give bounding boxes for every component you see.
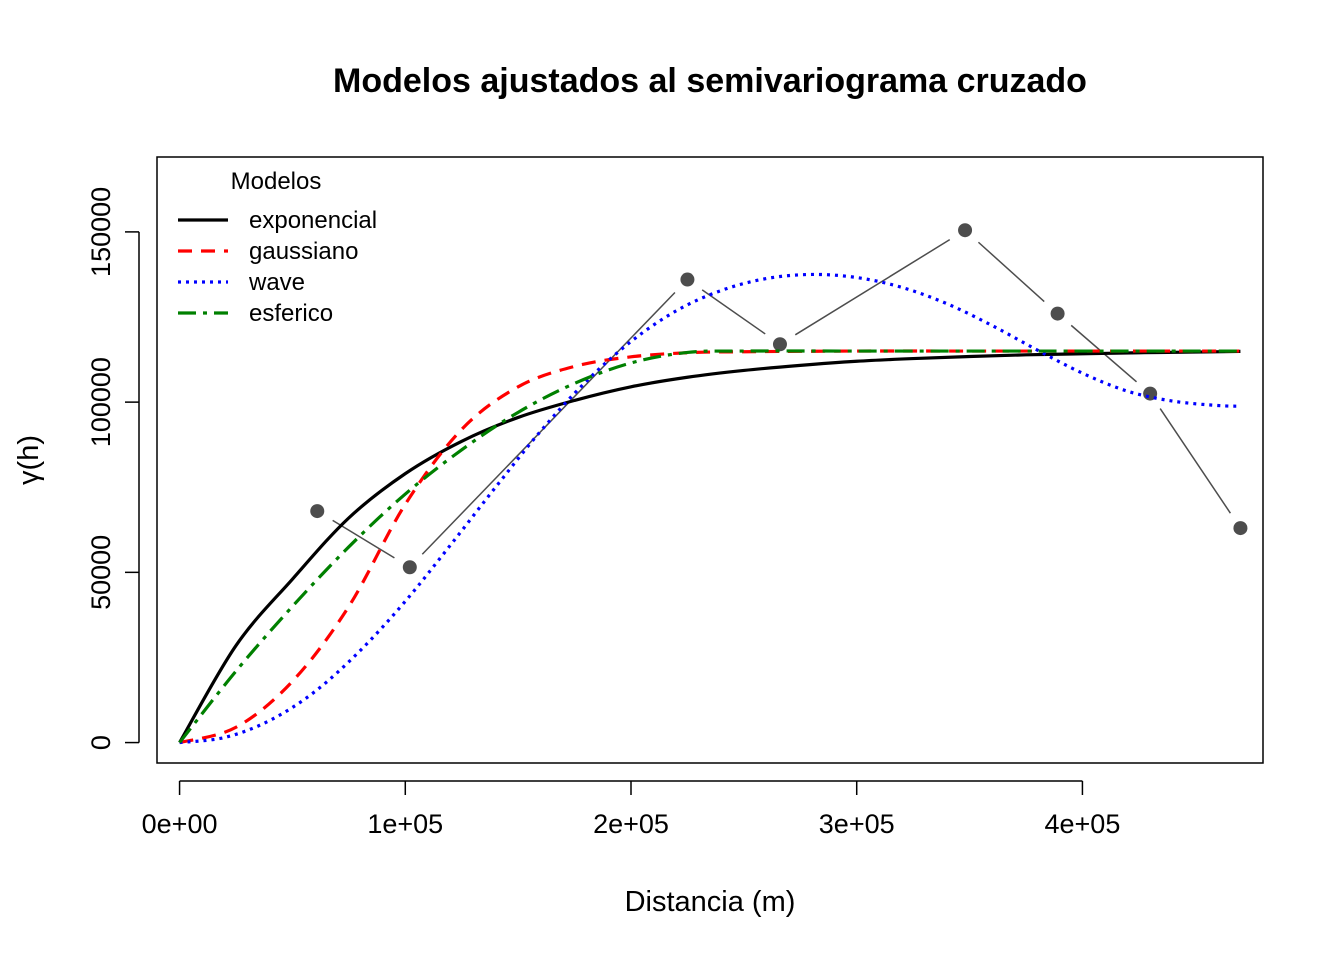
legend-label-esferico: esferico bbox=[249, 300, 333, 327]
y-axis: 0 50000 100000 150000 bbox=[86, 187, 140, 750]
empirical-segment bbox=[421, 291, 676, 555]
legend: Modelos exponencial gaussiano wave esferico bbox=[178, 168, 377, 327]
empirical-point bbox=[772, 337, 787, 352]
empirical-point bbox=[680, 272, 695, 287]
empirical-point bbox=[1233, 521, 1248, 536]
empirical-point bbox=[1050, 306, 1065, 321]
series-line-exponencial bbox=[178, 349, 1241, 744]
x-tick-label: 2e+05 bbox=[593, 809, 669, 839]
x-axis-label: Distancia (m) bbox=[625, 886, 796, 918]
series-layer bbox=[178, 272, 1241, 745]
x-tick-label: 3e+05 bbox=[819, 809, 895, 839]
legend-label-gaussiano: gaussiano bbox=[249, 238, 358, 265]
y-axis-label: γ(h) bbox=[13, 435, 45, 485]
plot-area bbox=[156, 156, 1264, 764]
empirical-point bbox=[402, 560, 417, 575]
legend-title: Modelos bbox=[231, 168, 322, 195]
empirical-segment bbox=[794, 239, 951, 336]
empirical-point bbox=[310, 504, 325, 519]
empirical-segment bbox=[332, 519, 395, 559]
x-tick-label: 1e+05 bbox=[367, 809, 443, 839]
y-tick-label: 100000 bbox=[86, 357, 116, 447]
series-line-gaussiano bbox=[179, 349, 1241, 745]
legend-label-wave: wave bbox=[248, 269, 305, 296]
y-tick-label: 0 bbox=[86, 735, 116, 750]
series-line-wave bbox=[179, 272, 1241, 745]
plot-frame bbox=[156, 156, 1264, 764]
x-tick-label: 4e+05 bbox=[1045, 809, 1121, 839]
series-line-esferico bbox=[178, 349, 1241, 744]
chart-title: Modelos ajustados al semivariograma cruz… bbox=[333, 62, 1087, 100]
empirical-segment bbox=[977, 241, 1045, 303]
legend-label-exponencial: exponencial bbox=[249, 207, 377, 234]
y-tick-label: 150000 bbox=[86, 187, 116, 277]
empirical-segment bbox=[701, 289, 766, 335]
x-tick-label: 0e+00 bbox=[142, 809, 218, 839]
empirical-layer bbox=[310, 223, 1248, 575]
empirical-segment bbox=[1159, 408, 1232, 514]
empirical-point bbox=[958, 223, 973, 238]
y-tick-label: 50000 bbox=[86, 535, 116, 610]
x-axis: 0e+00 1e+05 2e+05 3e+05 4e+05 bbox=[142, 780, 1121, 839]
